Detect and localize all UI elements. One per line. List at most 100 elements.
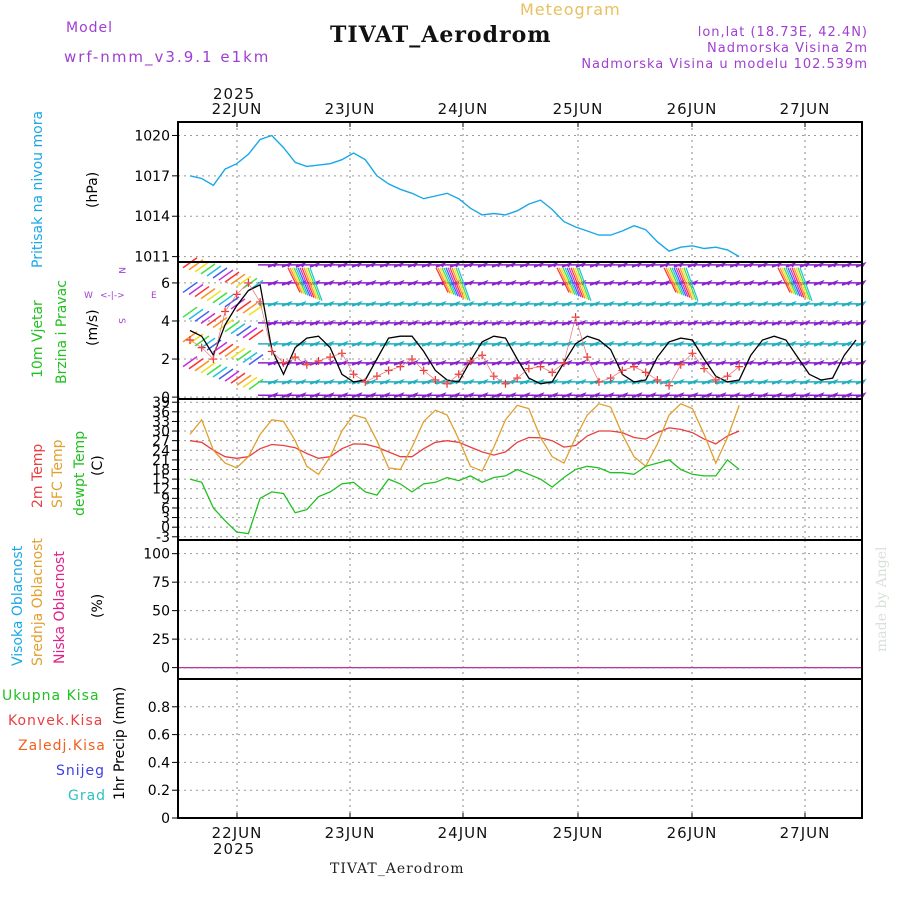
wind-barb [242, 302, 258, 314]
wind-barb [787, 267, 801, 297]
wind-barb [441, 267, 455, 295]
wind-barb [224, 370, 240, 382]
y-tick-label: 0 [161, 661, 170, 677]
wind-barb [200, 312, 216, 324]
signature-text: made by Angel [874, 546, 890, 652]
dewpoint-line [189, 458, 740, 535]
wind-label-2: Brzina i Pravac [54, 280, 70, 384]
wind-barb [248, 304, 264, 316]
wind-barb [665, 267, 679, 294]
wind-barb [242, 327, 258, 339]
wind-speed-line [189, 283, 857, 385]
wind-barb [556, 267, 570, 293]
wind-barb [560, 267, 574, 295]
wind-barb [681, 267, 695, 300]
wind-barb [453, 267, 467, 300]
wind-barb [248, 378, 264, 390]
wind-barb [797, 267, 811, 301]
y-tick-label: 25 [152, 632, 170, 648]
wind-barb [200, 362, 216, 374]
wind-barb [206, 290, 222, 302]
wind-barb [572, 267, 586, 299]
year-label-top: 2025 [213, 85, 255, 103]
year-label-bottom: 2025 [213, 840, 255, 858]
wind-barb [236, 374, 252, 386]
wind-barb [777, 267, 791, 293]
wind-barb [212, 316, 228, 329]
wind-barb [200, 263, 216, 275]
y-tick-label: 1011 [134, 250, 170, 266]
chart-kind-label: Meteogram [520, 0, 621, 19]
gust-line [189, 282, 740, 387]
compass-west: W [84, 291, 93, 301]
wind-barb [293, 267, 307, 295]
wind-barb [683, 267, 697, 301]
day-label-bottom: 24JUN [438, 824, 489, 842]
y-tick-label: 18 [152, 463, 170, 479]
y-tick-label: -3 [156, 530, 170, 546]
y-tick-label: 0.6 [148, 728, 170, 744]
wind-barb [230, 273, 246, 285]
day-label-top: 23JUN [325, 100, 376, 118]
wind-barb [287, 267, 301, 293]
wind-barb [795, 267, 809, 300]
cloud-unit: (%) [90, 594, 106, 618]
wind-barb [451, 267, 465, 299]
wind-barb [218, 343, 234, 355]
y-tick-label: 1017 [134, 169, 170, 185]
panel-frame-cloud [177, 539, 863, 680]
day-label-bottom: 25JUN [553, 824, 604, 842]
wind-barb [303, 267, 317, 299]
sfc-temp-label: SFC Temp [50, 439, 66, 508]
wind-vector-band [267, 359, 867, 366]
high-cloud-label: Visoka Oblacnost [10, 545, 26, 666]
precip-grad-label: Grad [68, 788, 106, 804]
wind-barb [663, 267, 677, 293]
sfc-temp-line [189, 403, 740, 476]
wind-barb [673, 267, 687, 297]
y-tick-label: 50 [152, 604, 170, 620]
wind-barb [789, 267, 803, 298]
precip-snow-label: Snijeg [56, 763, 105, 779]
precip-unit: 1hr Precip (mm) [112, 687, 128, 800]
wind-barb [224, 320, 240, 333]
footer-station: TIVAT_Aerodrom [330, 861, 465, 877]
wind-barb [194, 310, 210, 322]
temp-unit: (C) [90, 455, 106, 476]
data-layer [178, 134, 867, 819]
wind-barb [309, 267, 323, 302]
wind-vector-band [267, 279, 867, 286]
compass-arrows: <-|-> [100, 291, 125, 301]
y-tick-label: 6 [161, 501, 170, 517]
wind-barb [799, 267, 813, 302]
day-label-top: 26JUN [667, 100, 718, 118]
station-title: TIVAT_Aerodrom [330, 22, 552, 48]
pressure-unit: (hPa) [85, 172, 101, 208]
y-tick-label: 21 [152, 453, 170, 469]
wind-barb [218, 368, 234, 380]
wind-barb [218, 269, 234, 281]
wind-barb [455, 267, 469, 301]
wind-vector-band [267, 319, 867, 326]
y-tick-label: 1014 [134, 209, 170, 225]
temp2m-label: 2m Temp [30, 444, 46, 508]
wind-barb [447, 267, 461, 298]
lonlat-label: lon,lat (18.73E, 42.4N) [697, 25, 868, 40]
wind-barb [289, 267, 303, 294]
y-tick-label: 2 [161, 352, 170, 368]
panel-frame-pressure [177, 121, 863, 263]
wind-vector-band [267, 300, 867, 307]
wind-barb [791, 267, 805, 298]
wind-barb [182, 356, 198, 368]
wind-barb [188, 283, 204, 296]
wind-barb [437, 267, 451, 294]
wind-barb [562, 267, 576, 295]
wind-barb [212, 292, 228, 304]
panel-frame-precip [177, 678, 863, 819]
wind-unit: (m/s) [85, 309, 101, 346]
precip-total-label: Ukupna Kisa [2, 688, 100, 704]
wind-barb [242, 351, 258, 364]
y-tick-label: 0.2 [148, 783, 170, 799]
wind-barb [212, 366, 228, 378]
wind-barb [218, 294, 234, 306]
